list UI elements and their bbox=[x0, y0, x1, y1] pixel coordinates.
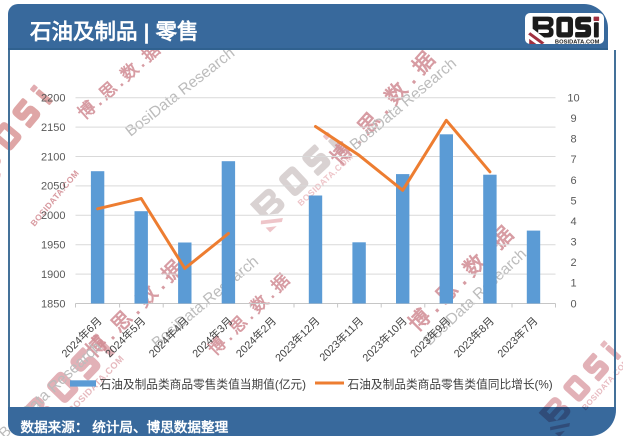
svg-text:2200: 2200 bbox=[41, 93, 65, 105]
svg-text:2024年3月: 2024年3月 bbox=[189, 314, 235, 360]
svg-text:1900: 1900 bbox=[41, 269, 65, 281]
svg-text:2150: 2150 bbox=[41, 122, 65, 134]
svg-text:2024年2月: 2024年2月 bbox=[233, 314, 279, 360]
svg-text:8: 8 bbox=[570, 134, 576, 146]
svg-text:6: 6 bbox=[570, 175, 576, 187]
svg-text:2023年10月: 2023年10月 bbox=[359, 314, 410, 365]
svg-text:1950: 1950 bbox=[41, 240, 65, 252]
svg-text:5: 5 bbox=[570, 195, 576, 207]
svg-text:3: 3 bbox=[570, 237, 576, 249]
svg-text:2000: 2000 bbox=[41, 210, 65, 222]
svg-text:4: 4 bbox=[570, 216, 576, 228]
svg-text:2: 2 bbox=[570, 257, 576, 269]
svg-text:2023年12月: 2023年12月 bbox=[272, 314, 323, 365]
svg-text:2024年6月: 2024年6月 bbox=[58, 314, 104, 360]
svg-text:2023年8月: 2023年8月 bbox=[451, 314, 497, 360]
svg-text:石油及制品类商品零售类值同比增长(%): 石油及制品类商品零售类值同比增长(%) bbox=[348, 377, 553, 391]
svg-text:2050: 2050 bbox=[41, 181, 65, 193]
svg-text:2024年5月: 2024年5月 bbox=[102, 314, 148, 360]
svg-text:石油及制品类商品零售类值当期值(亿元): 石油及制品类商品零售类值当期值(亿元) bbox=[100, 377, 307, 391]
svg-text:9: 9 bbox=[570, 113, 576, 125]
svg-text:1: 1 bbox=[570, 278, 576, 290]
svg-text:2023年11月: 2023年11月 bbox=[316, 314, 366, 364]
svg-text:2023年9月: 2023年9月 bbox=[407, 314, 453, 360]
svg-text:2100: 2100 bbox=[41, 151, 65, 163]
svg-text:2023年7月: 2023年7月 bbox=[494, 314, 540, 360]
svg-text:0: 0 bbox=[570, 298, 576, 310]
svg-text:1850: 1850 bbox=[41, 298, 65, 310]
svg-text:2024年4月: 2024年4月 bbox=[145, 314, 191, 360]
svg-text:7: 7 bbox=[570, 154, 576, 166]
svg-text:10: 10 bbox=[567, 93, 579, 105]
